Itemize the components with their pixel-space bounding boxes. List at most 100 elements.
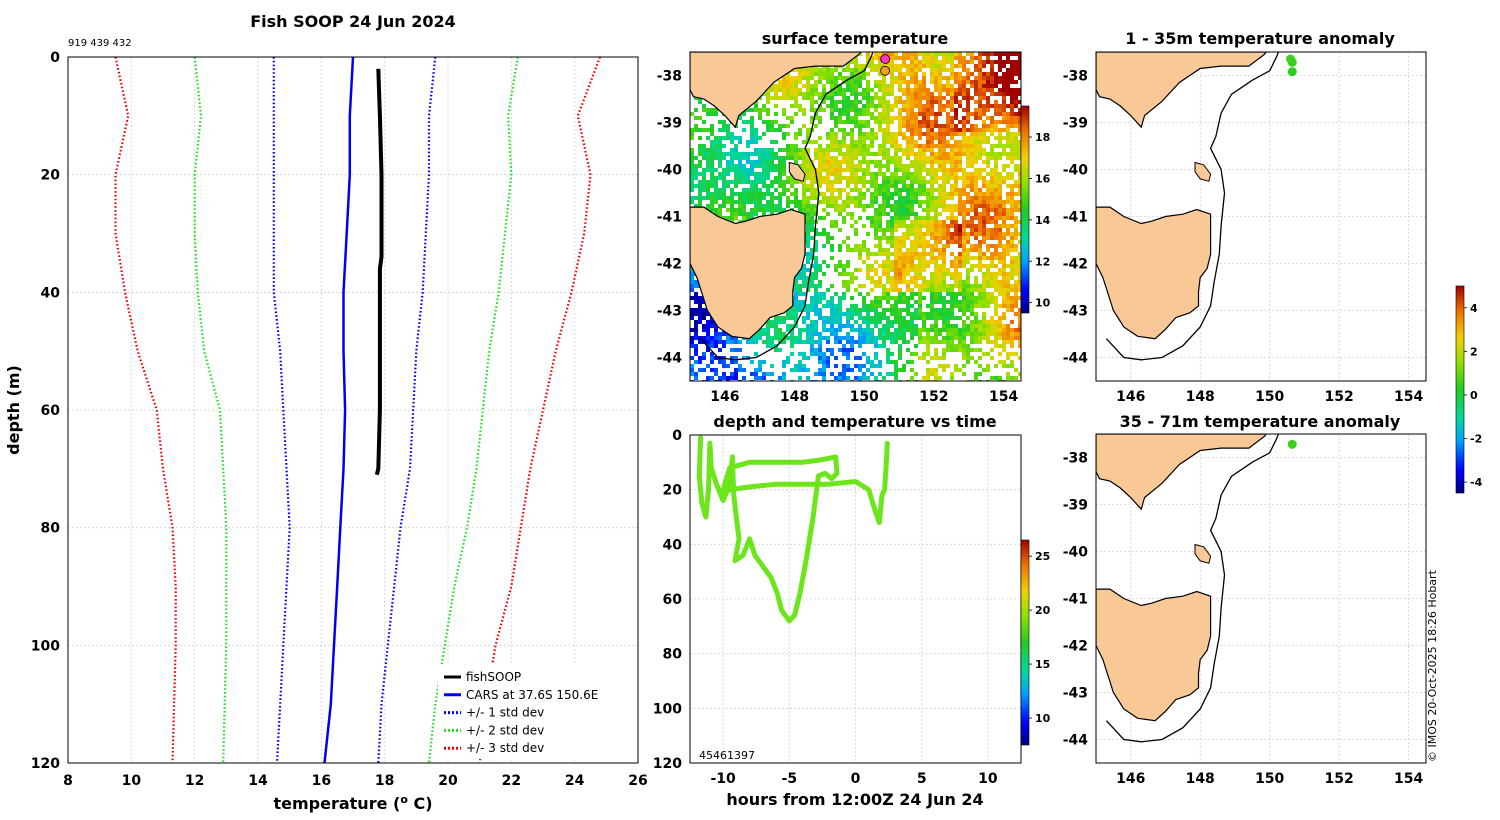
sst-pixel: [790, 368, 794, 372]
sst-pixel: [822, 160, 826, 164]
sst-pixel: [974, 212, 978, 216]
sst-pixel: [702, 316, 706, 320]
sst-pixel: [906, 320, 910, 324]
sst-pixel: [942, 248, 946, 252]
sst-pixel: [910, 92, 914, 96]
sst-pixel: [942, 228, 946, 232]
sst-pixel: [798, 308, 802, 312]
sst-pixel: [966, 148, 970, 152]
sst-pixel: [894, 296, 898, 300]
sst-pixel: [870, 152, 874, 156]
sst-pixel: [810, 344, 814, 348]
sst-pixel: [842, 104, 846, 108]
sst-pixel: [894, 132, 898, 136]
sst-pixel: [974, 376, 978, 380]
sst-pixel: [910, 140, 914, 144]
sst-pixel: [998, 172, 1002, 176]
sst-pixel: [854, 104, 858, 108]
sst-pixel: [718, 140, 722, 144]
sst-pixel: [750, 116, 754, 120]
sst-pixel: [838, 116, 842, 120]
sst-pixel: [922, 236, 926, 240]
sst-pixel: [958, 156, 962, 160]
sst-pixel: [802, 268, 806, 272]
sst-pixel: [878, 212, 882, 216]
sst-pixel: [870, 288, 874, 292]
sst-pixel: [854, 108, 858, 112]
sst-pixel: [938, 280, 942, 284]
sst-pixel: [994, 188, 998, 192]
sst-pixel: [934, 56, 938, 60]
sst-pixel: [934, 124, 938, 128]
sst-pixel: [810, 308, 814, 312]
sst-pixel: [914, 276, 918, 280]
sst-pixel: [818, 312, 822, 316]
sst-pixel: [914, 328, 918, 332]
sst-pixel: [754, 188, 758, 192]
sst-pixel: [914, 300, 918, 304]
sst-pixel: [978, 188, 982, 192]
sst-pixel: [850, 140, 854, 144]
sst-pixel: [938, 252, 942, 256]
sst-pixel: [690, 196, 694, 200]
sst-pixel: [742, 212, 746, 216]
sst-pixel: [770, 96, 774, 100]
sst-pixel: [866, 252, 870, 256]
sst-pixel: [842, 376, 846, 380]
sst-pixel: [898, 344, 902, 348]
sst-pixel: [846, 340, 850, 344]
sst-pixel: [850, 368, 854, 372]
sst-pixel: [714, 356, 718, 360]
sst-pixel: [966, 88, 970, 92]
sst-pixel: [938, 160, 942, 164]
sst-pixel: [854, 244, 858, 248]
sst-pixel: [1014, 336, 1018, 340]
sst-pixel: [770, 336, 774, 340]
sst-pixel: [942, 276, 946, 280]
sst-pixel: [918, 188, 922, 192]
sst-pixel: [1006, 292, 1010, 296]
sst-pixel: [766, 168, 770, 172]
sst-pixel: [922, 176, 926, 180]
sst-pixel: [862, 328, 866, 332]
sst-pixel: [1018, 296, 1021, 300]
sst-pixel: [986, 368, 990, 372]
sst-pixel: [862, 244, 866, 248]
sst-pixel: [734, 340, 738, 344]
sst-pixel: [978, 140, 982, 144]
x-tick-label: 8: [63, 773, 73, 789]
sst-pixel: [954, 220, 958, 224]
sst-pixel: [758, 332, 762, 336]
sst-pixel: [962, 148, 966, 152]
sst-pixel: [966, 164, 970, 168]
sst-pixel: [706, 376, 710, 380]
sst-pixel: [830, 328, 834, 332]
sst-pixel: [902, 180, 906, 184]
sst-pixel: [710, 196, 714, 200]
sst-pixel: [946, 316, 950, 320]
sst-pixel: [894, 64, 898, 68]
sst-pixel: [858, 152, 862, 156]
sst-pixel: [786, 88, 790, 92]
sst-pixel: [714, 144, 718, 148]
sst-pixel: [854, 176, 858, 180]
sst-pixel: [698, 164, 702, 168]
sst-pixel: [862, 296, 866, 300]
sst-pixel: [722, 144, 726, 148]
sst-pixel: [858, 100, 862, 104]
sst-pixel: [946, 84, 950, 88]
sst-pixel: [902, 76, 906, 80]
sst-pixel: [818, 116, 822, 120]
sst-pixel: [970, 188, 974, 192]
sst-pixel: [878, 236, 882, 240]
sst-pixel: [1002, 252, 1006, 256]
sst-pixel: [842, 284, 846, 288]
sst-pixel: [742, 172, 746, 176]
sst-pixel: [974, 340, 978, 344]
sst-pixel: [798, 328, 802, 332]
sst-pixel: [906, 348, 910, 352]
sst-pixel: [882, 152, 886, 156]
sst-pixel: [946, 120, 950, 124]
sst-pixel: [958, 368, 962, 372]
sst-pixel: [750, 120, 754, 124]
